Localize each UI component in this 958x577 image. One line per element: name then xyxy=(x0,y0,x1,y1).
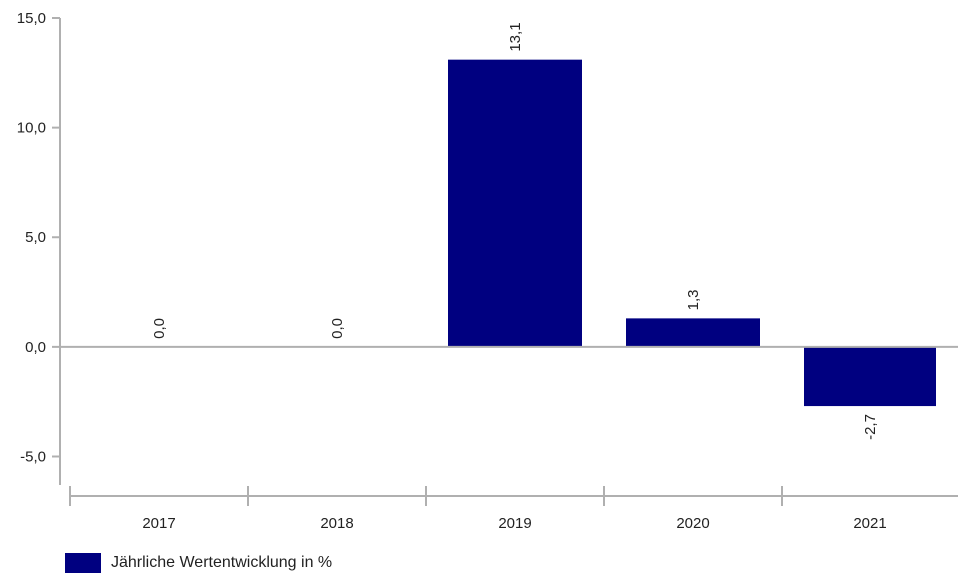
legend-swatch xyxy=(65,553,101,573)
bar xyxy=(626,318,760,347)
legend-label: Jährliche Wertentwicklung in % xyxy=(111,554,333,571)
x-tick-label: 2018 xyxy=(320,515,353,532)
y-tick-label: -5,0 xyxy=(20,448,46,465)
bar xyxy=(804,346,936,407)
x-axis: 2017 2018 2019 2020 2021 xyxy=(69,486,958,532)
bars xyxy=(448,59,936,407)
data-label: 0,0 xyxy=(329,318,346,339)
y-axis: -5,0 0,0 5,0 10,0 15,0 xyxy=(17,10,61,485)
x-tick-label: 2017 xyxy=(142,515,175,532)
data-label: 0,0 xyxy=(151,318,168,339)
data-label: 13,1 xyxy=(507,22,524,51)
data-label: 1,3 xyxy=(685,290,702,311)
x-tick-label: 2020 xyxy=(676,515,709,532)
x-tick-label: 2019 xyxy=(498,515,531,532)
legend: Jährliche Wertentwicklung in % xyxy=(65,552,332,574)
y-tick-label: 0,0 xyxy=(25,339,46,356)
data-labels: 0,0 0,0 13,1 1,3 -2,7 xyxy=(151,22,879,439)
y-tick-label: 15,0 xyxy=(17,10,46,27)
y-tick-label: 10,0 xyxy=(17,120,46,137)
data-label: -2,7 xyxy=(862,414,879,440)
y-tick-label: 5,0 xyxy=(25,229,46,246)
x-tick-label: 2021 xyxy=(853,515,886,532)
bar xyxy=(448,59,582,347)
